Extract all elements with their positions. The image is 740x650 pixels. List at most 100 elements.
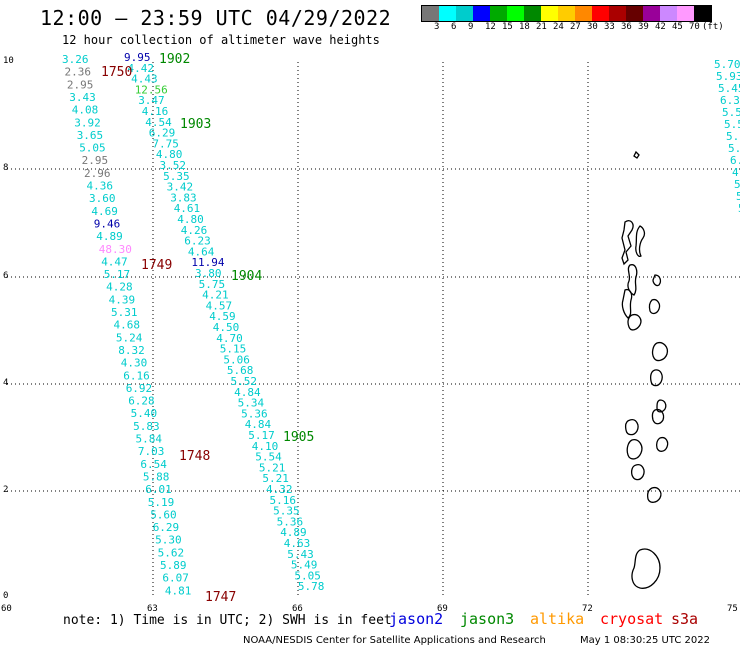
track-left-value: 8.32	[118, 344, 145, 357]
legend-swatch	[473, 6, 490, 21]
x-tick-label: 72	[582, 604, 593, 614]
track-mid-value: 5.35	[273, 505, 300, 518]
island-outline	[648, 298, 661, 315]
track-mid-value: 4.63	[284, 537, 311, 550]
track-mid-value: 4.16	[142, 105, 169, 118]
track-mid-value: 4.80	[156, 148, 183, 161]
track-mid-value: 5.16	[270, 494, 297, 507]
map-title: 12:00 – 23:59 UTC 04/29/2022	[40, 6, 392, 30]
track-mid-value: 4.89	[280, 526, 307, 539]
track-left-value: 5.60	[150, 508, 177, 521]
track-mid-value: 4.84	[234, 386, 261, 399]
track-left-value: 5.84	[136, 433, 163, 446]
track-mid-value: 4.50	[213, 321, 240, 334]
island-outline	[621, 220, 634, 266]
island-outline	[651, 408, 665, 425]
track-left-value: 6.92	[126, 382, 153, 395]
track-left-value: 4.39	[109, 293, 136, 306]
track-mid-value: 11.94	[191, 256, 224, 269]
legend-label: 18	[519, 22, 530, 32]
cycle-label: 1902	[159, 52, 190, 67]
track-mid-value: 4.10	[252, 440, 278, 453]
legend-label: 27	[570, 22, 581, 32]
track-mid-value: 5.68	[227, 364, 254, 377]
track-left-value: 7.03	[138, 445, 165, 458]
legend-label: 33	[604, 22, 615, 32]
track-right-value: 5.45	[718, 82, 740, 95]
track-left-value: 6.16	[123, 369, 150, 382]
track-left-value: 3.65	[77, 129, 104, 142]
track-mid-value: 3.42	[167, 181, 194, 194]
island-outline	[633, 150, 640, 159]
track-mid-value: 5.35	[163, 170, 190, 183]
track-mid-value: 5.05	[294, 569, 321, 582]
track-left-value: 4.08	[72, 104, 99, 117]
x-tick-label: 60	[1, 604, 12, 614]
track-mid-value: 4.21	[202, 289, 229, 302]
track-left-value: 5.89	[160, 559, 187, 572]
track-left-value: 5.83	[133, 420, 160, 433]
legend-label: 45	[672, 22, 683, 32]
track-mid-value: 3.80	[195, 267, 222, 280]
track-mid-value: 5.34	[238, 397, 265, 410]
island-outline	[627, 313, 642, 331]
island-outline	[646, 486, 662, 503]
x-tick-label: 69	[437, 604, 448, 614]
x-tick-label: 66	[292, 604, 303, 614]
legend-swatch	[439, 6, 456, 21]
legend-label: (ft)	[702, 22, 724, 32]
track-left-value: 3.26	[62, 53, 89, 66]
legend-swatch	[541, 6, 558, 21]
island-outline	[656, 399, 667, 413]
track-left-value: 4.89	[96, 230, 123, 243]
track-left-value: 9.46	[94, 218, 121, 231]
legend-label: 39	[638, 22, 649, 32]
satellite-label-cryosat: cryosat	[600, 610, 664, 628]
track-mid-value: 3.52	[160, 159, 187, 172]
credit-line: NOAA/NESDIS Center for Satellite Applica…	[243, 635, 546, 646]
track-left-value: 2.96	[84, 167, 111, 180]
legend-swatch	[677, 6, 694, 21]
legend-swatch	[524, 6, 541, 21]
track-mid-value: 5.21	[262, 472, 289, 485]
cycle-label: 1750	[101, 65, 132, 80]
track-right-value: 5.	[738, 202, 740, 215]
legend-label: 9	[468, 22, 474, 32]
track-left-value: 4.69	[91, 205, 118, 218]
legend-label: 70	[689, 22, 700, 32]
legend-swatch	[592, 6, 609, 21]
track-left-value: 6.07	[162, 572, 189, 585]
island-outline	[635, 225, 646, 258]
legend-swatch	[626, 6, 643, 21]
legend-swatch	[422, 6, 439, 21]
legend-swatch	[660, 6, 677, 21]
legend-swatch	[490, 6, 507, 21]
track-left-value: 5.24	[116, 331, 143, 344]
track-left-value: 48.30	[99, 243, 132, 256]
legend-label: 21	[536, 22, 547, 32]
legend-swatch	[558, 6, 575, 21]
map-subtitle: 12 hour collection of altimeter wave hei…	[62, 33, 380, 47]
track-left-value: 5.19	[148, 496, 175, 509]
track-left-value: 6.54	[140, 458, 167, 471]
track-left-value: 5.62	[158, 546, 185, 559]
track-right-value: 5.89	[728, 142, 740, 155]
track-mid-value: 3.83	[170, 191, 197, 204]
y-tick-label: 10	[3, 56, 14, 66]
track-left-value: 2.95	[82, 154, 109, 167]
track-left-value: 4.81	[165, 584, 192, 597]
track-mid-value: 4.26	[181, 224, 208, 237]
track-left-value: 5.30	[155, 534, 182, 547]
track-mid-value: 7.75	[152, 137, 179, 150]
track-right-value: 6.36	[720, 94, 740, 107]
track-mid-value: 4.43	[131, 73, 158, 86]
track-left-value: 5.40	[131, 407, 158, 420]
track-left-value: 4.47	[101, 255, 128, 268]
track-left-value: 4.28	[106, 281, 133, 294]
track-left-value: 4.36	[87, 180, 114, 193]
footnote: note: 1) Time is in UTC; 2) SWH is in fe…	[63, 613, 392, 628]
cycle-label: 1905	[283, 430, 314, 445]
legend-label: 3	[434, 22, 440, 32]
island-outline	[649, 369, 663, 387]
